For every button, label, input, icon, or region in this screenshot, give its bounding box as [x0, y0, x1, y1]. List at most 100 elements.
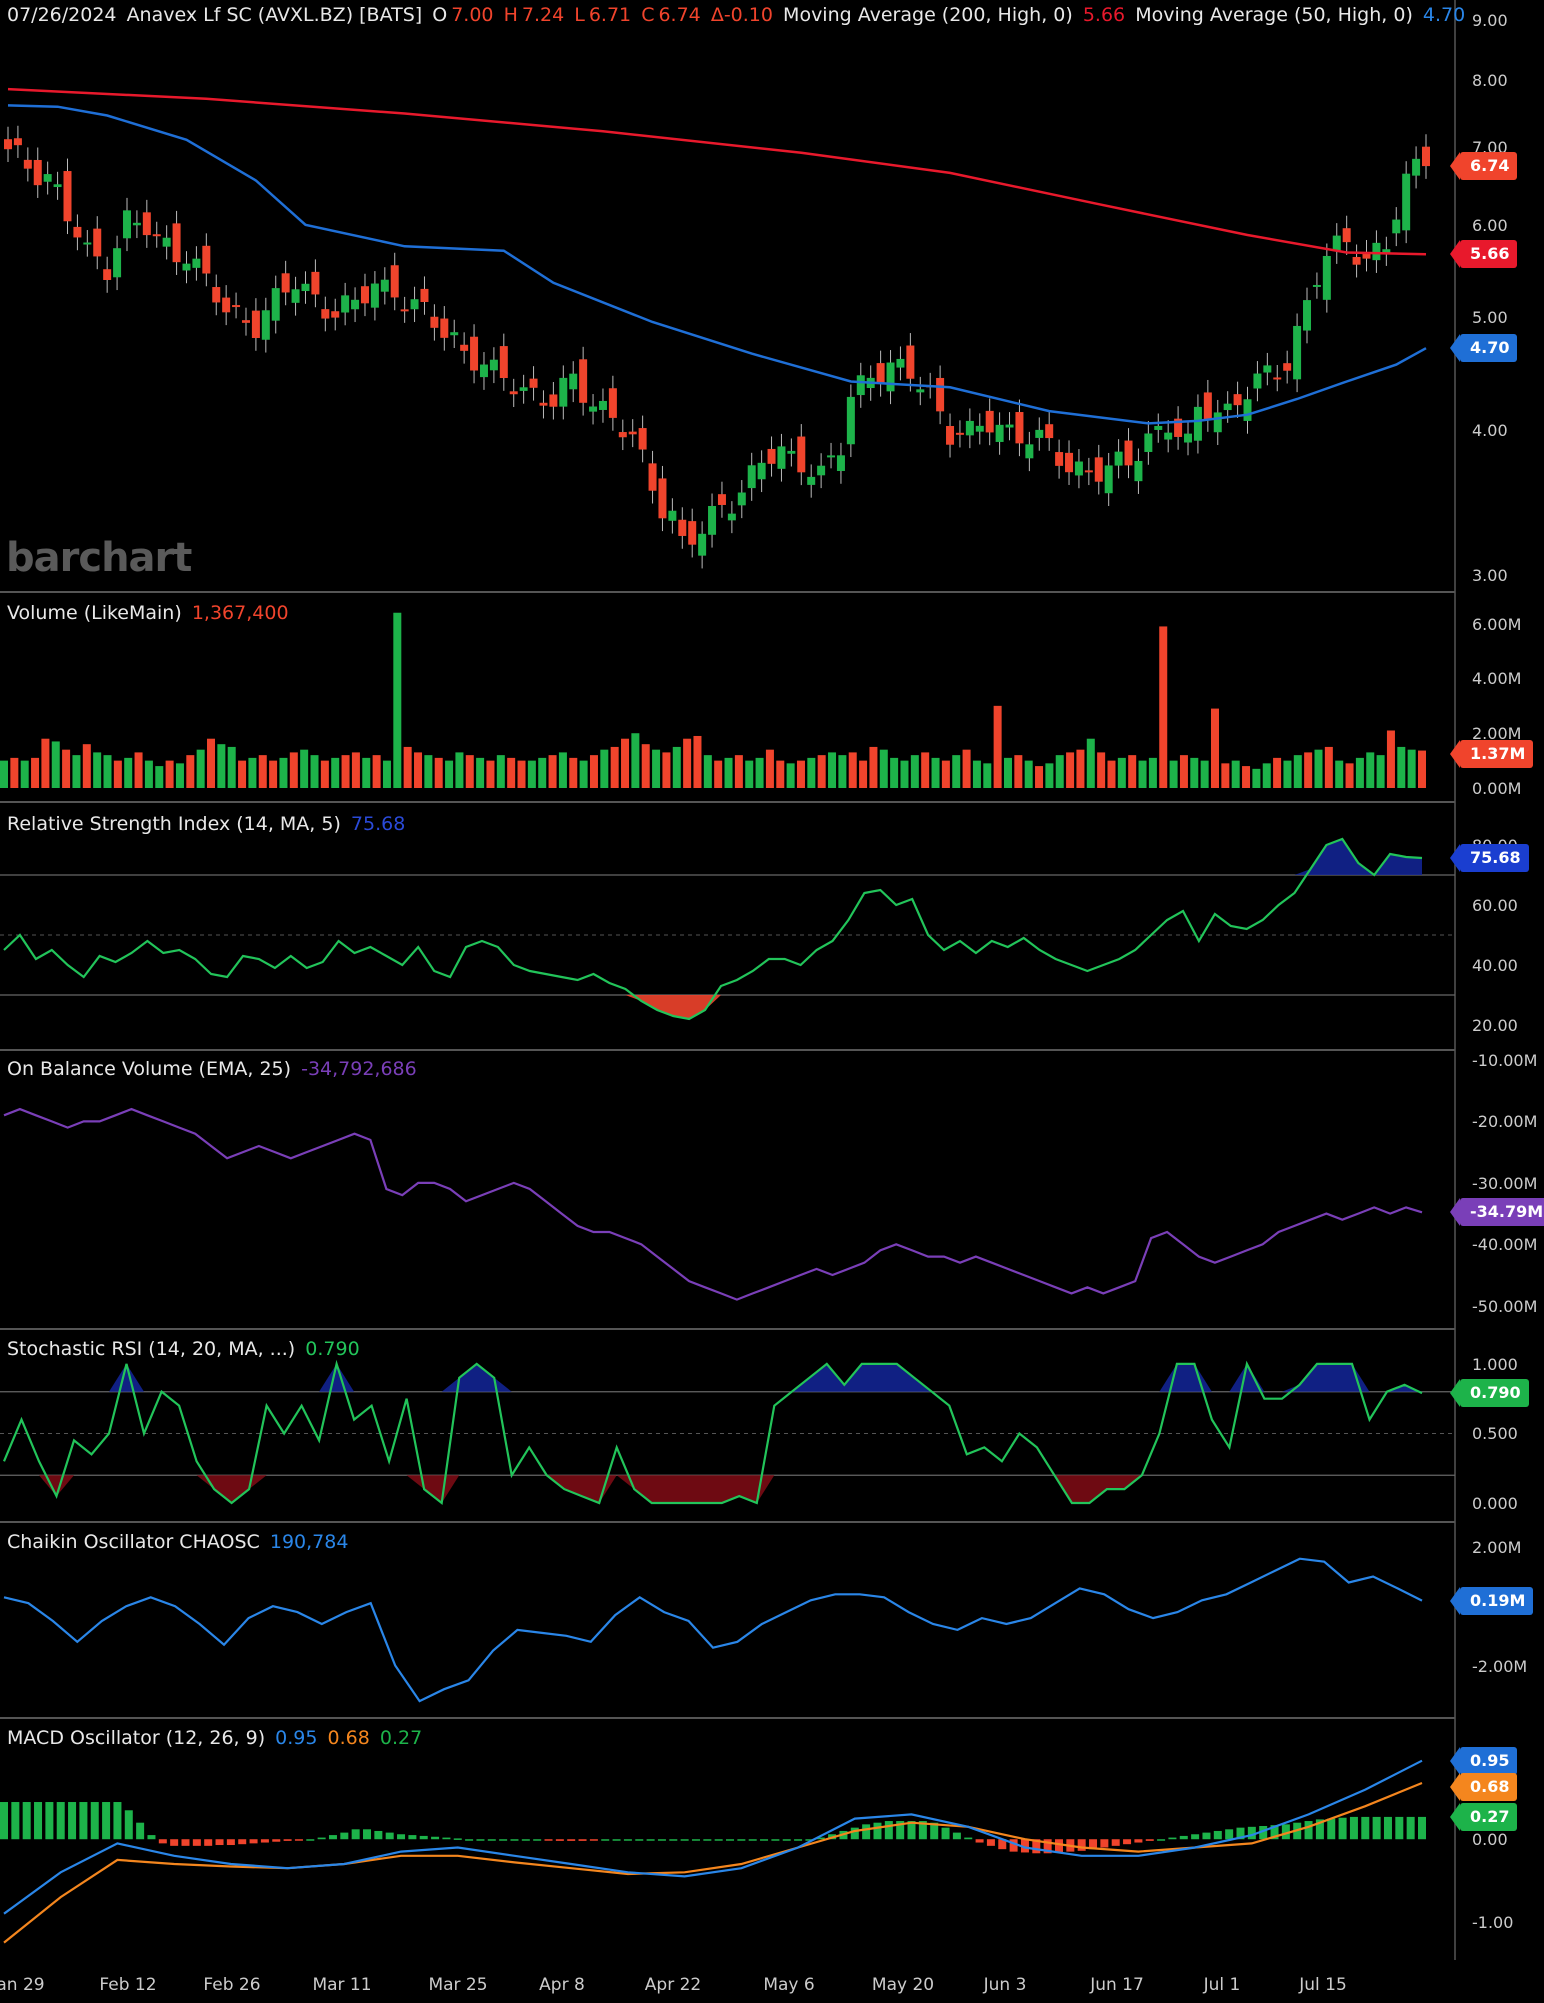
- macd-histogram-bar: [680, 1839, 689, 1841]
- macd-histogram-bar: [1100, 1839, 1109, 1848]
- obv-y-tick: -40.00M: [1472, 1235, 1538, 1255]
- candle-body: [33, 159, 42, 186]
- macd-histogram-bar: [419, 1835, 428, 1840]
- x-axis-date-label: Jun 17: [1090, 1975, 1144, 1995]
- macd-histogram-bar: [147, 1835, 156, 1840]
- volume-bar: [1242, 766, 1251, 788]
- volume-panel-title[interactable]: Volume (LikeMain) 1,367,400: [7, 602, 293, 624]
- candle-body: [717, 494, 726, 505]
- macd-histogram-bar: [635, 1839, 644, 1841]
- chart-symbol[interactable]: Anavex Lf SC (AVXL.BZ) [BATS]: [126, 4, 423, 26]
- candle-body: [4, 139, 12, 150]
- volume-bar: [248, 757, 257, 788]
- macd-signal-last-tag: 0.68: [1449, 1773, 1518, 1801]
- obv-y-tick: -30.00M: [1472, 1173, 1538, 1193]
- volume-bar: [589, 755, 598, 788]
- stochrsi-last-tag: 0.790: [1450, 1379, 1529, 1408]
- macd-histogram-bar: [1111, 1839, 1120, 1846]
- macd-histogram-bar: [1225, 1829, 1234, 1840]
- candle-body: [460, 344, 469, 351]
- candle-body: [1303, 300, 1312, 331]
- rsi-y-tick: 60.00: [1472, 896, 1518, 915]
- candle-body: [797, 436, 806, 473]
- stochrsi-panel-title[interactable]: Stochastic RSI (14, 20, MA, ...) 0.790: [7, 1338, 364, 1360]
- candle-body: [241, 320, 250, 323]
- volume-bar: [972, 760, 981, 788]
- macd-histogram-bar: [499, 1839, 508, 1841]
- stochrsi-line: [2, 1359, 1423, 1506]
- candle-body: [549, 394, 558, 407]
- price-y-tick: 3.00: [1472, 566, 1508, 585]
- macd-histogram-bar: [1383, 1816, 1392, 1840]
- candle-body: [856, 375, 865, 396]
- ma200-label[interactable]: Moving Average (200, High, 0): [783, 4, 1073, 26]
- macd-histogram-bar: [1054, 1839, 1063, 1853]
- macd-histogram-bar: [487, 1839, 496, 1841]
- volume-last-tag: 1.37M: [1449, 740, 1534, 768]
- candle-body: [509, 391, 518, 395]
- macd-histogram-bar: [930, 1822, 939, 1840]
- high-value: 7.24: [521, 4, 565, 26]
- macd-histogram-bar: [1259, 1826, 1268, 1840]
- macd-histogram-bar: [1372, 1816, 1381, 1840]
- chaikin-y-tick: -2.00M: [1472, 1656, 1528, 1676]
- volume-bar: [486, 760, 495, 788]
- macd-histogram-bar: [192, 1839, 201, 1846]
- candle-body: [638, 428, 647, 450]
- macd-histogram-bar: [850, 1827, 859, 1840]
- volume-bar: [693, 735, 702, 788]
- candle-body: [827, 455, 836, 458]
- candle-body: [1402, 173, 1411, 231]
- candle-body: [1372, 242, 1381, 261]
- volume-bar: [1231, 760, 1240, 788]
- volume-bar: [320, 760, 329, 788]
- candle-body: [757, 462, 766, 480]
- macd-histogram-bar: [351, 1829, 360, 1840]
- rsi-panel-title[interactable]: Relative Strength Index (14, MA, 5) 75.6…: [7, 813, 409, 835]
- volume-title: Volume (LikeMain): [7, 602, 182, 624]
- macd-histogram-bar: [113, 1802, 122, 1840]
- candle-body: [955, 432, 964, 435]
- candle-body: [1124, 440, 1133, 466]
- candle-body: [1134, 460, 1143, 482]
- candle-body: [1193, 406, 1202, 441]
- volume-bar: [1252, 768, 1261, 788]
- x-axis-date-label: Apr 22: [644, 1975, 702, 1995]
- volume-bar: [155, 766, 164, 788]
- chaikin-panel-title[interactable]: Chaikin Oscillator CHAOSC 190,784: [7, 1531, 352, 1553]
- volume-bar: [414, 752, 423, 788]
- price-y-tick: 6.00: [1472, 215, 1508, 235]
- volume-bar: [1283, 760, 1292, 788]
- macd-histogram-bar: [1157, 1839, 1166, 1841]
- candle-body: [1263, 365, 1272, 373]
- candle-body: [985, 410, 994, 433]
- obv-panel-title[interactable]: On Balance Volume (EMA, 25) -34,792,686: [7, 1058, 421, 1080]
- candle-body: [430, 316, 439, 328]
- candle-body: [142, 212, 151, 236]
- volume-bar: [424, 755, 433, 788]
- macd-panel-title[interactable]: MACD Oscillator (12, 26, 9) 0.95 0.68 0.…: [7, 1727, 426, 1749]
- candle-body: [113, 248, 122, 278]
- candle-body: [648, 463, 657, 491]
- volume-bar: [372, 755, 381, 788]
- candle-body: [1293, 325, 1302, 380]
- macd-histogram-bar: [1043, 1839, 1052, 1854]
- volume-bar: [1190, 757, 1199, 788]
- macd-histogram-bar: [1145, 1839, 1154, 1841]
- macd-histogram-bar: [363, 1829, 372, 1840]
- macd-histogram-bar: [1191, 1834, 1200, 1840]
- macd-histogram-bar: [1315, 1819, 1324, 1840]
- volume-bar: [1148, 757, 1157, 788]
- volume-bar: [445, 760, 454, 788]
- ma50-label[interactable]: Moving Average (50, High, 0): [1135, 4, 1413, 26]
- candle-body: [975, 425, 984, 432]
- candle-body: [1164, 432, 1173, 440]
- macd-histogram-bar: [555, 1839, 564, 1841]
- candle-body: [321, 309, 330, 319]
- volume-bar: [476, 757, 485, 788]
- candle-body: [886, 362, 895, 392]
- candle-body: [172, 223, 181, 263]
- volume-bar: [279, 757, 288, 788]
- macd-histogram-bar: [136, 1822, 145, 1840]
